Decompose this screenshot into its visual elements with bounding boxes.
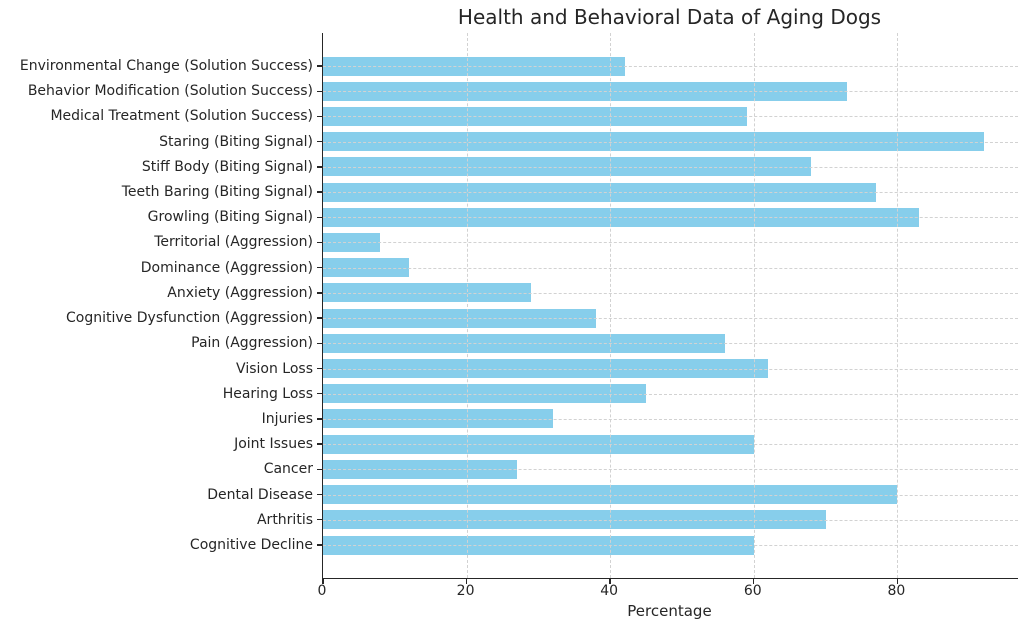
y-tick-label: Stiff Body (Biting Signal)	[141, 158, 313, 175]
h-gridline	[323, 494, 1018, 496]
h-gridline	[323, 116, 1018, 118]
h-gridline	[323, 267, 1018, 269]
y-tick-mark	[317, 393, 322, 395]
h-gridline	[323, 192, 1018, 194]
y-tick-label: Medical Treatment (Solution Success)	[50, 108, 313, 125]
y-tick-label: Dominance (Aggression)	[140, 259, 313, 276]
y-tick-mark	[317, 468, 322, 471]
y-tick-mark	[317, 241, 322, 244]
x-tick-mark	[609, 579, 611, 584]
h-gridline	[323, 469, 1018, 471]
x-tick-mark	[753, 579, 755, 584]
y-tick-label: Injuries	[261, 410, 313, 427]
h-gridline	[323, 393, 1018, 395]
h-gridline	[323, 418, 1018, 420]
y-tick-mark	[317, 266, 322, 269]
y-tick-label: Teeth Baring (Biting Signal)	[121, 184, 313, 201]
y-tick-label: Environmental Change (Solution Success)	[19, 58, 313, 74]
y-tick-mark	[317, 90, 322, 92]
x-tick-label: 80	[887, 583, 906, 599]
y-tick-mark	[317, 342, 322, 344]
y-tick-label: Joint Issues	[234, 436, 313, 453]
y-tick-label: Cancer	[263, 461, 313, 478]
x-tick-label: 60	[743, 583, 762, 599]
h-gridline	[323, 66, 1018, 67]
y-tick-label: Arthritis	[256, 511, 313, 528]
y-tick-mark	[317, 166, 322, 168]
y-tick-label: Cognitive Decline	[189, 537, 313, 553]
x-tick-mark	[322, 579, 324, 584]
y-tick-mark	[317, 367, 322, 370]
y-tick-mark	[317, 65, 322, 67]
y-axis-labels: Environmental Change (Solution Success) B…	[0, 33, 313, 578]
h-gridline	[323, 217, 1018, 219]
y-tick-mark	[317, 191, 322, 193]
x-tick-label: 20	[456, 583, 475, 599]
h-gridline	[323, 545, 1018, 546]
h-gridline	[323, 141, 1018, 143]
y-tick-label: Anxiety (Aggression)	[167, 284, 313, 301]
h-gridline	[323, 91, 1018, 93]
y-tick-mark	[317, 519, 322, 521]
v-gridline	[897, 33, 899, 578]
y-tick-label: Cognitive Dysfunction (Aggression)	[66, 310, 313, 327]
x-axis-label: Percentage	[627, 602, 712, 620]
y-tick-mark	[317, 418, 322, 420]
y-tick-mark	[317, 317, 322, 319]
y-tick-mark	[317, 544, 322, 546]
h-gridline	[323, 318, 1018, 320]
y-tick-label: Territorial (Aggression)	[154, 234, 313, 251]
y-tick-mark	[317, 140, 322, 143]
h-gridline	[323, 444, 1018, 446]
y-tick-label: Dental Disease	[207, 486, 313, 503]
y-tick-mark	[317, 216, 322, 218]
y-tick-label: Hearing Loss	[222, 385, 313, 402]
h-gridline	[323, 242, 1018, 244]
y-tick-mark	[317, 115, 322, 118]
x-tick-mark	[896, 579, 899, 584]
y-tick-label: Pain (Aggression)	[191, 335, 313, 352]
y-tick-label: Staring (Biting Signal)	[159, 133, 313, 150]
chart-title: Health and Behavioral Data of Aging Dogs	[457, 5, 882, 29]
h-gridline	[323, 519, 1018, 521]
y-tick-label: Growling (Biting Signal)	[147, 209, 313, 226]
x-tick-label: 0	[317, 583, 327, 599]
y-tick-mark	[317, 443, 322, 445]
plot-area	[317, 33, 1018, 584]
h-gridline	[323, 166, 1018, 168]
y-tick-label: Behavior Modification (Solution Success)	[27, 83, 313, 100]
x-tick-label: 40	[600, 583, 619, 599]
h-gridline	[323, 343, 1018, 345]
h-gridline	[323, 368, 1018, 370]
y-tick-mark	[317, 292, 322, 294]
v-gridline	[753, 33, 755, 578]
y-tick-mark	[317, 493, 322, 496]
x-tick-mark	[465, 579, 468, 584]
h-gridline	[323, 292, 1018, 294]
y-tick-label: Vision Loss	[236, 360, 313, 377]
v-gridline	[466, 33, 468, 578]
v-gridline	[610, 33, 612, 578]
